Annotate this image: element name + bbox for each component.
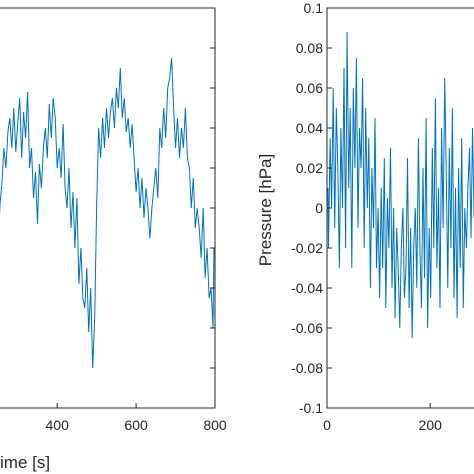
y-tick-label: -0.04 — [291, 280, 323, 296]
x-tick-label: 600 — [124, 417, 148, 433]
y-tick-label: 0.02 — [296, 160, 323, 176]
left-data-line — [0, 57, 215, 369]
x-tick-label: 200 — [419, 417, 443, 433]
left-axes-box — [0, 7, 216, 409]
y-tick-label: 0 — [315, 200, 323, 216]
y-tick-label: 0.08 — [296, 40, 323, 56]
x-tick-label: 800 — [203, 417, 227, 433]
y-tick-label: -0.08 — [291, 360, 323, 376]
left-x-ticks: 400 600 800 — [46, 403, 227, 433]
left-plot-panel: 400 600 800 ime [s] — [0, 7, 227, 472]
x-tick-label: 400 — [46, 417, 70, 433]
y-tick-label: -0.06 — [291, 320, 323, 336]
right-y-axis-label: Pressure [hPa] — [256, 154, 275, 266]
y-tick-label: 0.1 — [304, 0, 324, 16]
left-y-ticks — [210, 47, 215, 369]
y-tick-label: -0.02 — [291, 240, 323, 256]
right-data-line — [327, 31, 474, 339]
y-tick-label: -0.1 — [299, 400, 323, 416]
y-tick-label: 0.06 — [296, 80, 323, 96]
right-plot-panel: 0 200 0.1 0.08 0.06 0.04 0.02 0 -0.02 -0.04 -0.06… — [256, 0, 474, 433]
right-x-ticks: 0 200 — [323, 403, 442, 433]
right-y-ticks: 0.1 0.08 0.06 0.04 0.02 0 -0.02 -0.04 -0.06 -0.08… — [291, 0, 332, 416]
x-tick-label: 0 — [323, 417, 331, 433]
left-x-axis-label: ime [s] — [0, 453, 50, 472]
y-tick-label: 0.04 — [296, 120, 323, 136]
right-axes-box — [326, 7, 474, 409]
